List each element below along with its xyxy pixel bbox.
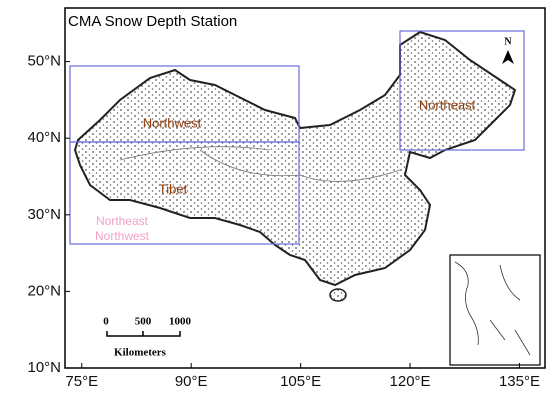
x-tick-label: 90°E xyxy=(175,373,208,390)
hainan xyxy=(329,288,347,302)
scale-label: 0 xyxy=(103,316,109,328)
region-label: Northeast xyxy=(419,97,476,112)
y-tick-label: 20°N xyxy=(27,282,61,299)
north-arrow xyxy=(502,50,514,64)
y-tick-label: 30°N xyxy=(27,206,61,223)
x-tick-label: 135°E xyxy=(499,373,540,390)
region-box xyxy=(399,30,525,151)
x-tick-label: 75°E xyxy=(65,373,98,390)
ghost-label: Northeast xyxy=(96,214,149,228)
inset-coast xyxy=(454,261,531,356)
north-arrow-label: N xyxy=(504,36,512,47)
scale-label: 1000 xyxy=(169,316,192,328)
x-tick-label: 105°E xyxy=(280,373,321,390)
province-borders xyxy=(119,146,401,182)
map-title: CMA Snow Depth Station xyxy=(68,13,237,30)
scale-unit: Kilometers xyxy=(114,347,167,359)
scale-line xyxy=(106,331,181,337)
y-tick-label: 40°N xyxy=(27,129,61,146)
y-tick-label: 50°N xyxy=(27,53,61,70)
scale-label: 500 xyxy=(135,316,152,328)
scale-bar: 0 500 1000 Kilometers xyxy=(103,316,191,359)
y-tick-label: 10°N xyxy=(27,359,61,376)
region-label: Northwest xyxy=(143,115,202,130)
ghost-label: Northwest xyxy=(95,229,150,243)
china-outline xyxy=(73,30,517,287)
x-tick-label: 120°E xyxy=(390,373,431,390)
region-box xyxy=(69,141,300,245)
region-label: Tibet xyxy=(159,181,188,196)
